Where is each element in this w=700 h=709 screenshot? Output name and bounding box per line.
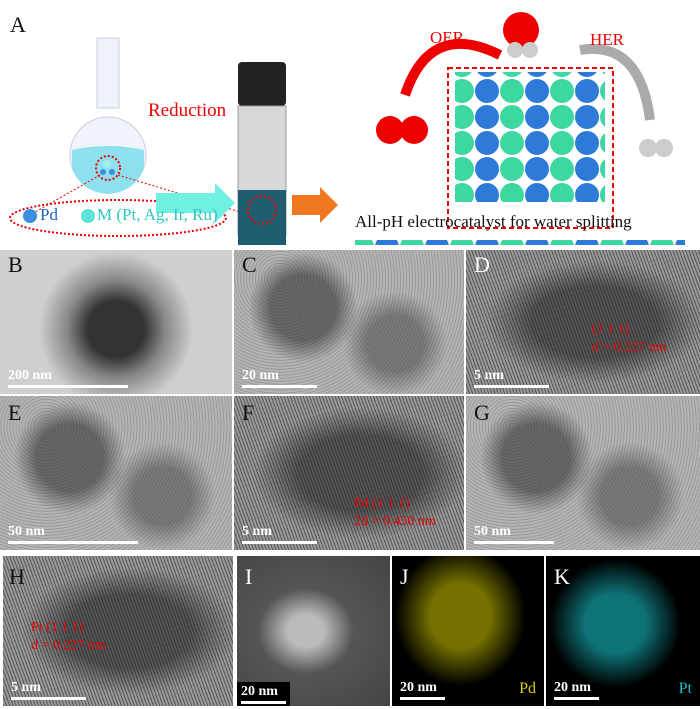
panel-j: J Pd 20 nm [392,556,544,706]
process-arrow [292,187,338,223]
annotation-h-plane: Pt (1 1 1) [31,620,84,635]
her-arrow [579,43,655,121]
scale-bar-h: 5 nm [11,680,86,700]
legend-m: M (Pt, Ag, Ir, Ru) [97,205,218,224]
panel-d: D (1 1 1) d = 0.227 nm 5 nm [466,250,700,394]
panel-a-caption: All-pH electrocatalyst for water splitti… [355,212,632,231]
her-label: HER [590,30,624,49]
panel-g: G 50 nm [466,396,700,550]
panel-label-g: G [474,400,490,425]
annotation-d-plane: (1 1 1) [592,322,630,337]
panel-label-d: D [474,252,490,277]
panel-f: F Pd (1 1 1) 2d = 0.450 nm 5 nm [234,396,464,550]
scale-bar-j: 20 nm [400,680,445,700]
panel-c: C 20 nm [234,250,464,394]
annotation-h-spacing: d = 0.227 nm [31,638,106,653]
synthesis-schematic [9,12,685,245]
oer-label: OER [430,28,464,47]
panel-b: B 200 nm [0,250,232,394]
element-label-pd: Pd [519,680,536,697]
panel-label-b: B [8,252,23,277]
crystal-lattice [455,72,605,202]
scale-bar-g: 50 nm [474,524,554,544]
flask-icon [69,37,147,194]
panel-label-h: H [9,564,25,589]
element-label-pt: Pt [678,680,692,697]
panel-k: K Pt 20 nm [546,556,700,706]
panel-label-e: E [8,400,22,425]
annotation-d-spacing: d = 0.227 nm [592,340,667,355]
panel-i: I 20 nm [237,556,390,706]
scale-bar-e: 50 nm [8,524,138,544]
reduction-label: Reduction [148,100,227,121]
nanowire [355,240,685,245]
panel-label-j: J [400,564,409,589]
panel-e: E 50 nm [0,396,232,550]
scale-bar-f: 5 nm [242,524,317,544]
annotation-f-plane: Pd (1 1 1) [354,496,410,511]
panel-label-k: K [554,564,570,589]
reduction-arrow [156,183,235,223]
scale-bar-d: 5 nm [474,368,549,388]
oer-arrow [400,38,503,97]
scale-bar-c: 20 nm [242,368,317,388]
annotation-f-spacing: 2d = 0.450 nm [354,514,436,529]
panel-label-c: C [242,252,257,277]
scale-bar-b: 200 nm [8,368,128,388]
crystal-zoom-box [447,67,614,229]
scale-bar-k: 20 nm [554,680,599,700]
panel-h: H Pt (1 1 1) d = 0.227 nm 5 nm [3,556,233,706]
vial-icon [237,62,287,245]
panel-label-a: A [10,12,26,37]
scale-bar-i: 20 nm [237,682,290,706]
panel-label-f: F [242,400,255,425]
legend-pd: Pd [40,205,58,224]
panel-label-i: I [245,564,253,589]
